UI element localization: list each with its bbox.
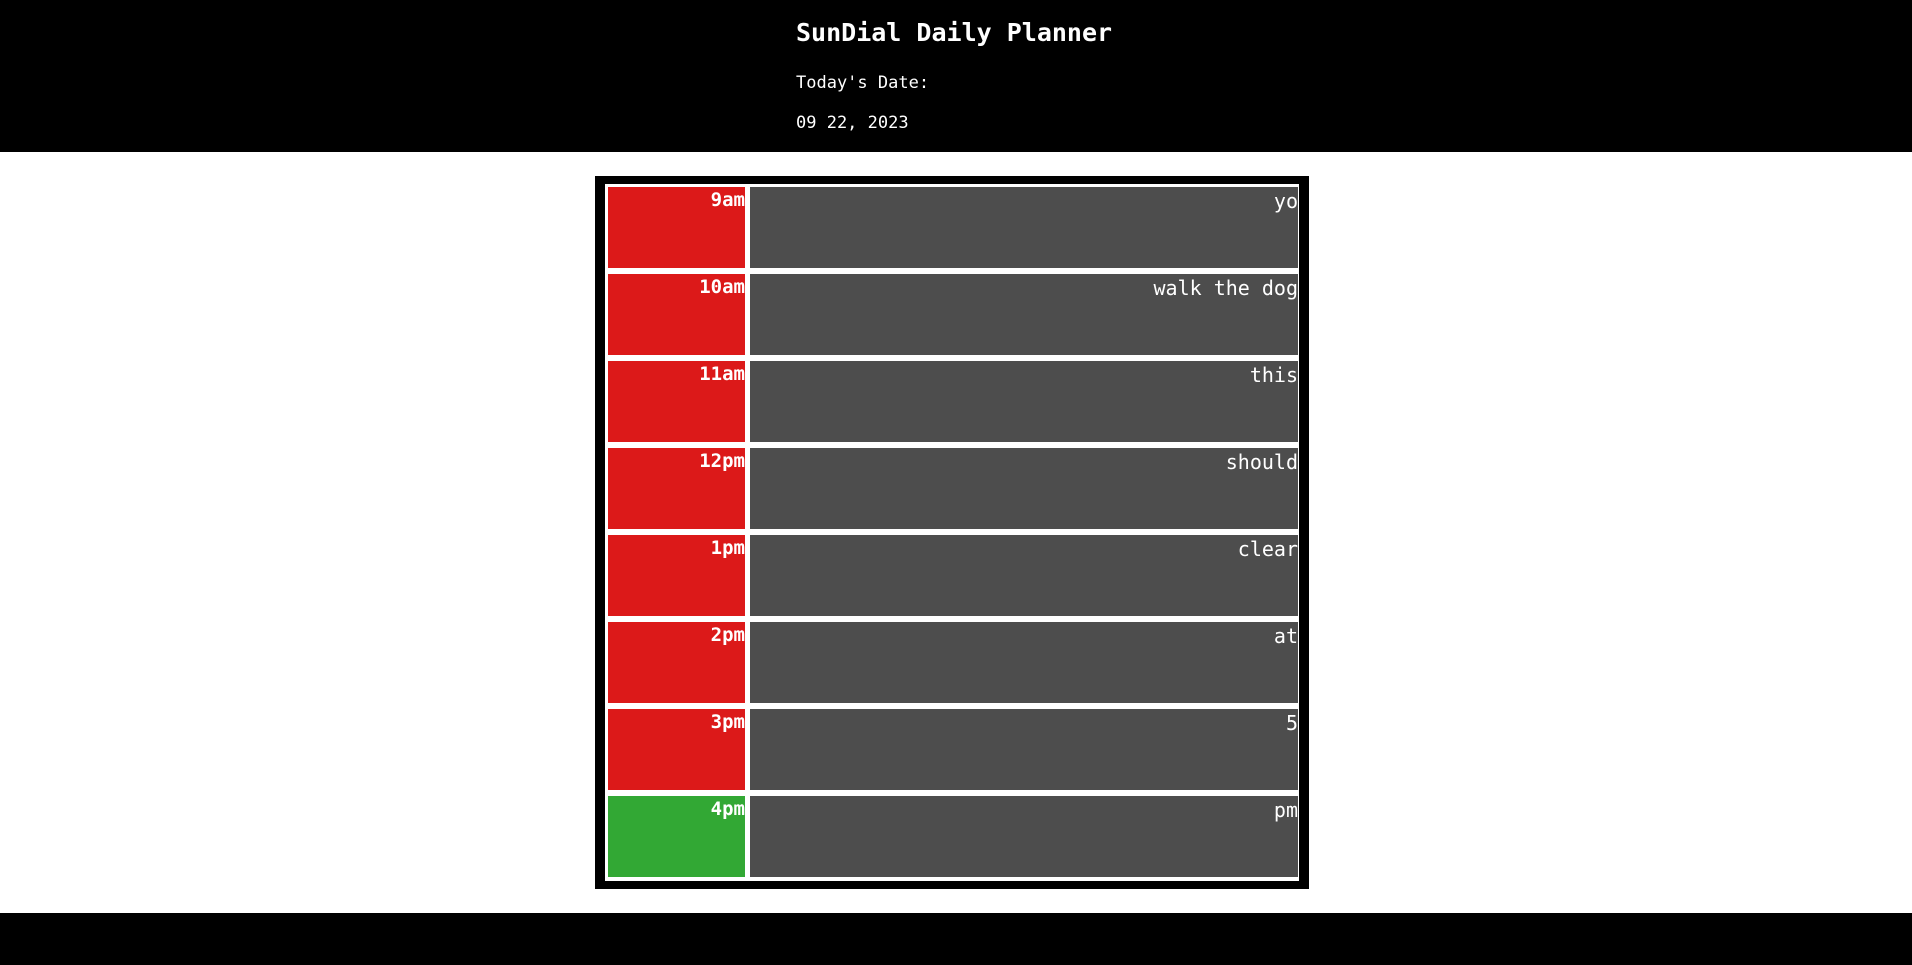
time-block-row: 3pm 5 xyxy=(605,706,1299,790)
time-block-row: 11am this xyxy=(605,358,1299,442)
time-block-row: 9am yo xyxy=(605,184,1299,268)
hour-label: 9am xyxy=(608,187,745,268)
hour-label: 12pm xyxy=(608,448,745,529)
task-input[interactable]: this xyxy=(750,361,1298,442)
planner-container: 9am yo 10am walk the dog 11am this 12pm … xyxy=(595,176,1309,889)
time-block-row: 2pm at xyxy=(605,619,1299,703)
hour-label: 2pm xyxy=(608,622,745,703)
task-input[interactable]: should xyxy=(750,448,1298,529)
time-block-row: 12pm should xyxy=(605,445,1299,529)
hour-label: 1pm xyxy=(608,535,745,616)
task-input[interactable]: walk the dog xyxy=(750,274,1298,355)
page-footer xyxy=(0,913,1912,965)
planner-grid: 9am yo 10am walk the dog 11am this 12pm … xyxy=(605,184,1299,881)
time-block-row: 4pm pm xyxy=(605,793,1299,877)
hour-label: 3pm xyxy=(608,709,745,790)
time-block-row: 10am walk the dog xyxy=(605,271,1299,355)
hour-label: 11am xyxy=(608,361,745,442)
task-input[interactable]: 5 xyxy=(750,709,1298,790)
date-label: Today's Date: xyxy=(796,73,930,93)
hour-label: 10am xyxy=(608,274,745,355)
hour-label: 4pm xyxy=(608,796,745,877)
app-title: SunDial Daily Planner xyxy=(796,18,1113,47)
task-input[interactable]: clear xyxy=(750,535,1298,616)
current-date: 09 22, 2023 xyxy=(796,113,909,133)
task-input[interactable]: yo xyxy=(750,187,1298,268)
task-input[interactable]: pm xyxy=(750,796,1298,877)
time-block-row: 1pm clear xyxy=(605,532,1299,616)
task-input[interactable]: at xyxy=(750,622,1298,703)
page-header: SunDial Daily Planner Today's Date: 09 2… xyxy=(0,0,1912,152)
